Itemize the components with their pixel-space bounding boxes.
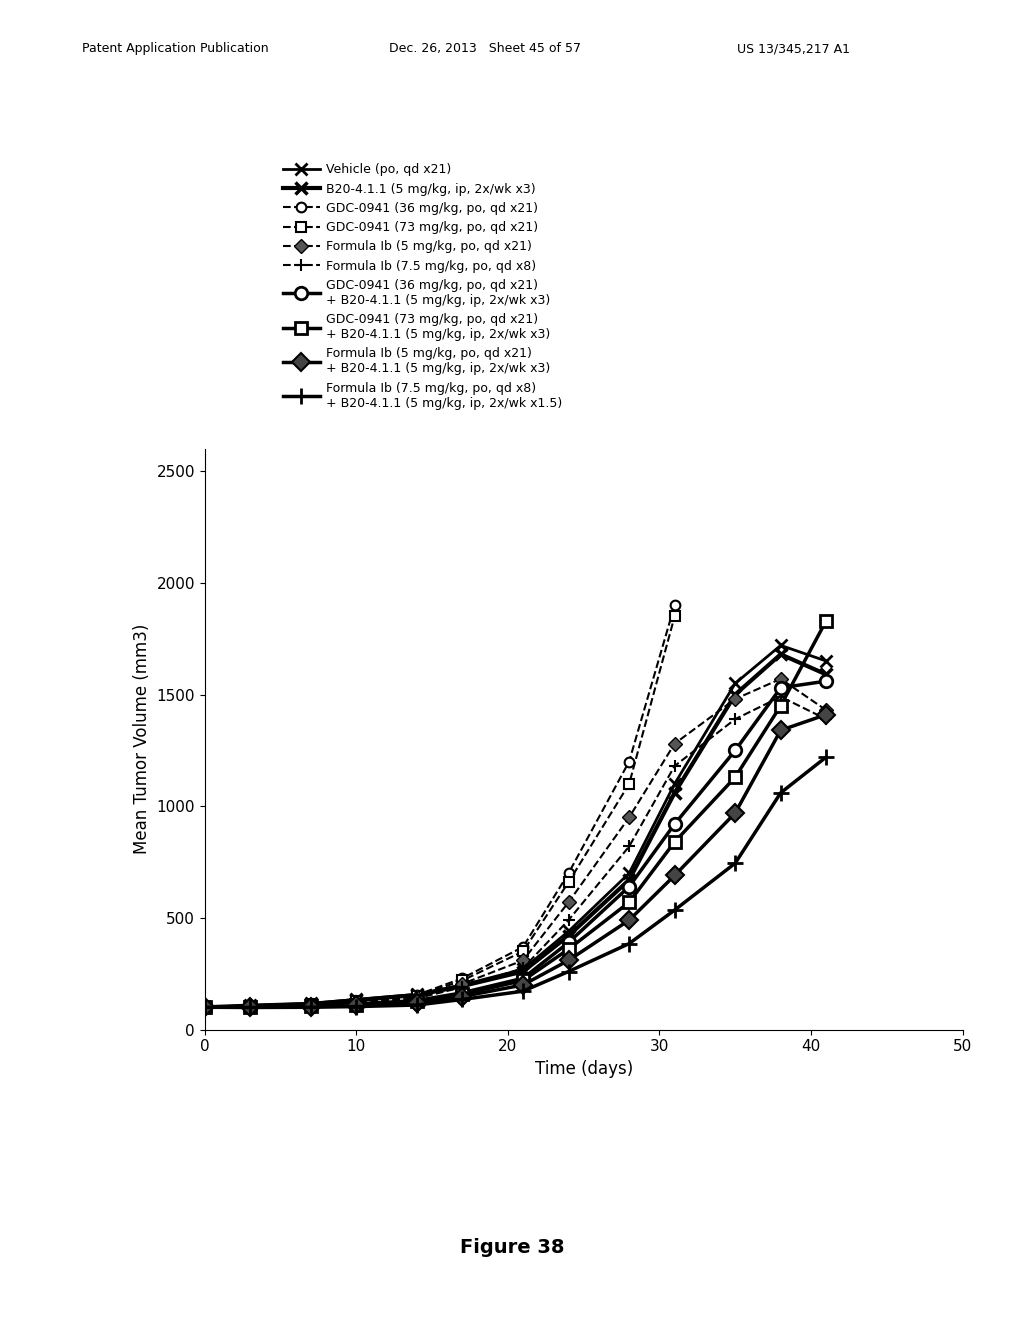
Y-axis label: Mean Tumor Volume (mm3): Mean Tumor Volume (mm3) bbox=[133, 624, 151, 854]
X-axis label: Time (days): Time (days) bbox=[535, 1060, 633, 1078]
Text: Figure 38: Figure 38 bbox=[460, 1238, 564, 1257]
Text: Patent Application Publication: Patent Application Publication bbox=[82, 42, 268, 55]
Text: Dec. 26, 2013   Sheet 45 of 57: Dec. 26, 2013 Sheet 45 of 57 bbox=[389, 42, 582, 55]
Legend: Vehicle (po, qd x21), B20-4.1.1 (5 mg/kg, ip, 2x/wk x3), GDC-0941 (36 mg/kg, po,: Vehicle (po, qd x21), B20-4.1.1 (5 mg/kg… bbox=[283, 164, 563, 409]
Text: US 13/345,217 A1: US 13/345,217 A1 bbox=[737, 42, 850, 55]
